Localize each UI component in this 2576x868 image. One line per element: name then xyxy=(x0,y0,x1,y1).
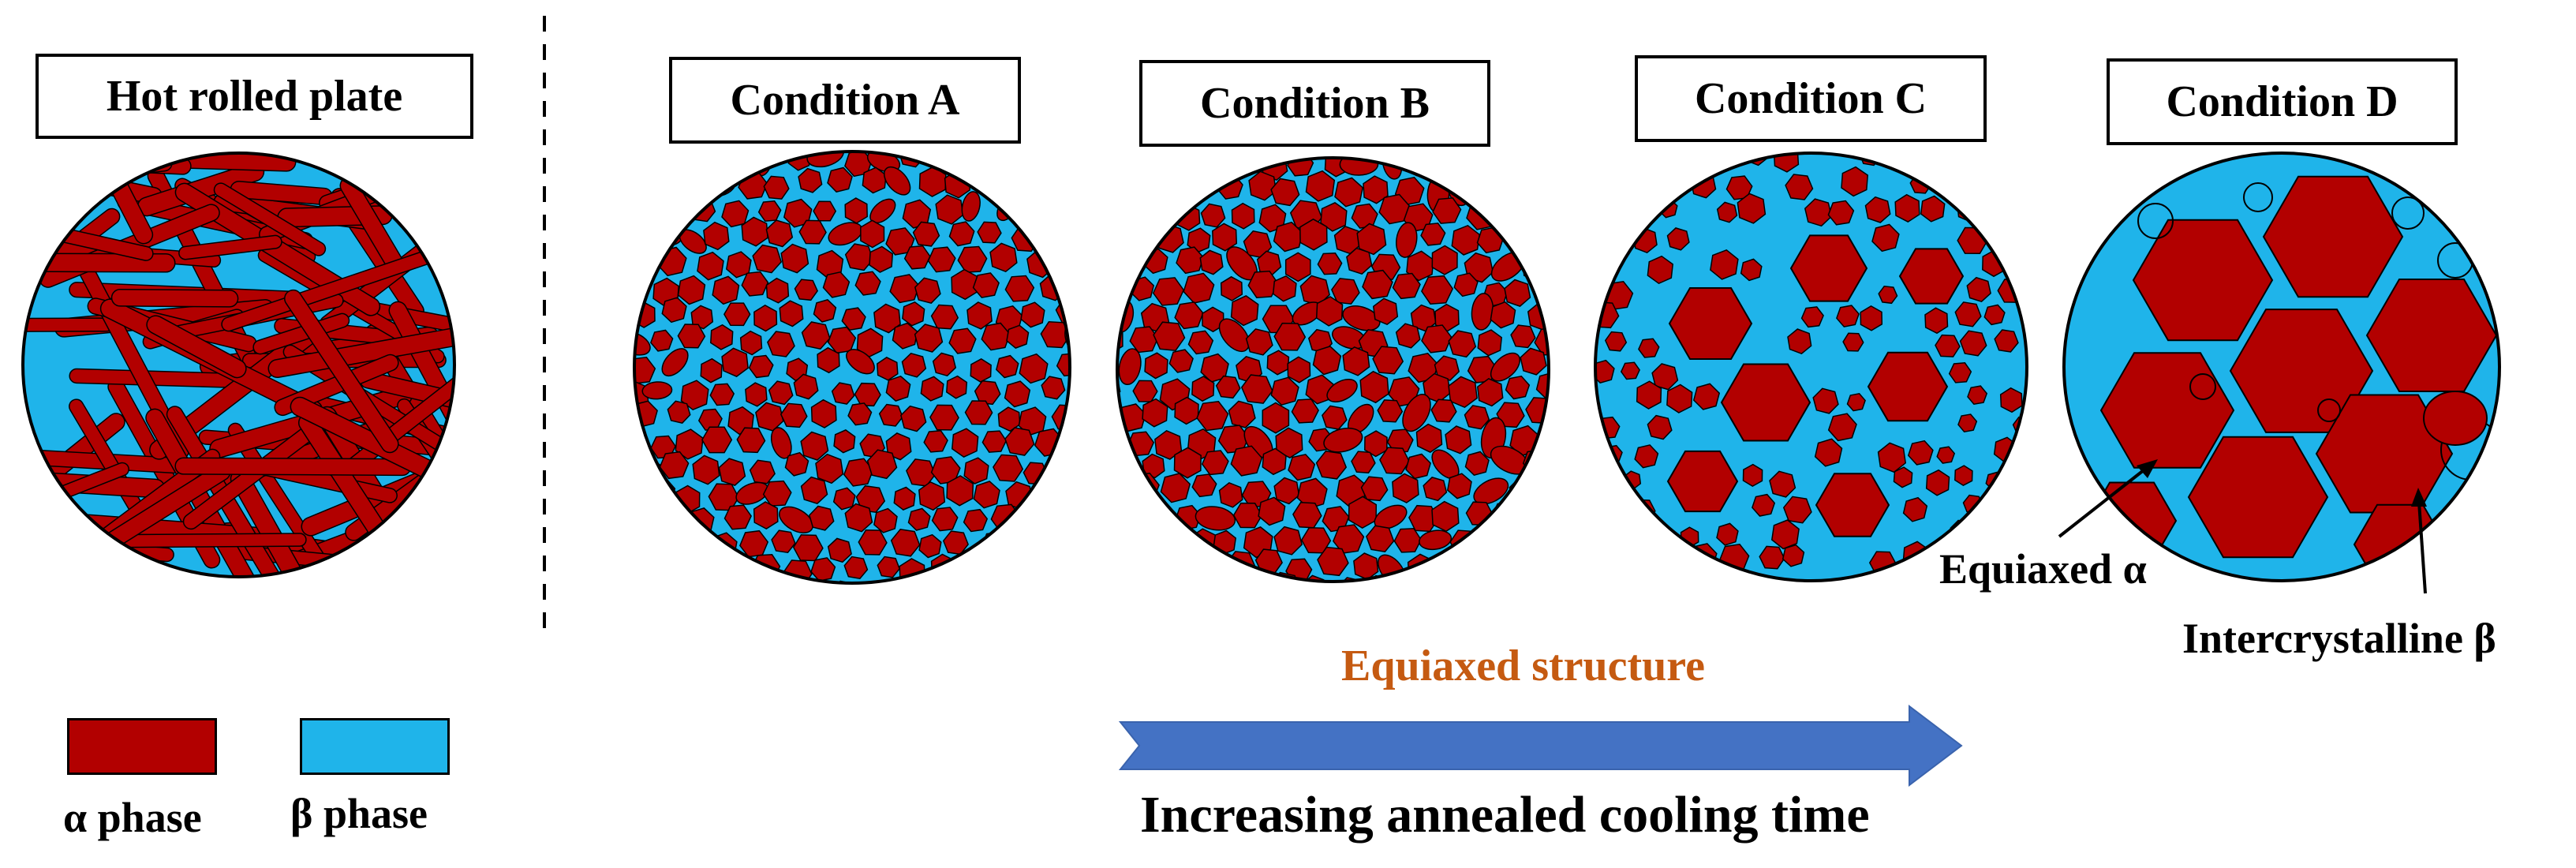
dashed-divider xyxy=(543,16,546,639)
microstructure-condition-d xyxy=(2062,152,2501,582)
intercrystalline-beta-label: Intercrystalline β xyxy=(2182,615,2496,662)
intercrystalline-beta-pointer xyxy=(2411,488,2427,594)
microstructure-condition-a xyxy=(633,150,1071,585)
equiaxed-structure-label: Equiaxed structure xyxy=(1341,642,1705,690)
equiaxed-alpha-label: Equiaxed α xyxy=(1939,545,2147,593)
panel-title-condition-d: Condition D xyxy=(2107,58,2458,145)
beta-phase-label: β phase xyxy=(290,790,428,837)
panel-title-hot-rolled: Hot rolled plate xyxy=(36,54,473,139)
panel-title-condition-b: Condition B xyxy=(1139,60,1490,147)
microstructure-condition-b xyxy=(1116,156,1550,583)
equiaxed-alpha-pointer xyxy=(2058,459,2158,538)
microstructure-condition-c xyxy=(1594,152,2028,582)
microstructure-hot-rolled xyxy=(21,152,456,578)
cooling-time-label: Increasing annealed cooling time xyxy=(1140,786,1870,844)
panel-title-condition-c: Condition C xyxy=(1635,55,1987,142)
beta-phase-swatch xyxy=(300,718,450,775)
alpha-phase-swatch xyxy=(67,718,217,775)
alpha-phase-label: α phase xyxy=(63,794,202,841)
cooling-time-arrow xyxy=(1118,704,1963,788)
panel-title-condition-a: Condition A xyxy=(669,57,1021,144)
